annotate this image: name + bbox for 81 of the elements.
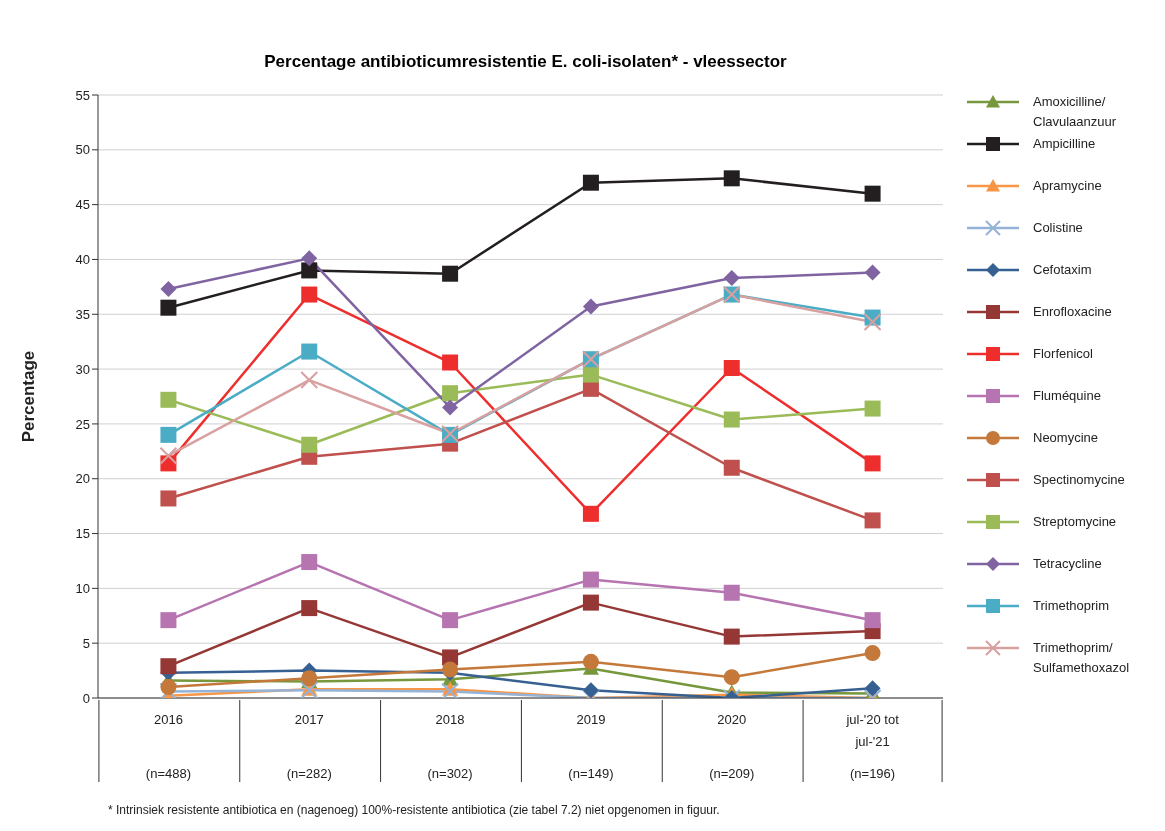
point [582, 682, 599, 698]
y-tick-label: 50 [75, 142, 90, 158]
category-label: jul-'20 tot jul-'21 (n=196) [846, 712, 899, 781]
point [301, 343, 318, 360]
point [723, 669, 740, 686]
legend-label: Tetracycline [1033, 555, 1102, 573]
y-axis-title: Percentage [19, 350, 39, 443]
point [300, 371, 319, 390]
category-label: 2020 (n=209) [709, 712, 755, 781]
point [864, 400, 881, 417]
point [301, 286, 318, 303]
y-tick-label: 35 [75, 306, 90, 322]
point [160, 281, 177, 298]
point [864, 612, 881, 629]
legend-label: Enrofloxacine [1033, 303, 1112, 321]
y-tick-label: 55 [75, 87, 90, 103]
point [301, 262, 318, 279]
point [301, 600, 318, 617]
point [864, 512, 881, 529]
y-tick-label: 10 [75, 580, 90, 596]
y-tick-label: 25 [75, 416, 90, 432]
point [160, 490, 177, 507]
legend-label: Spectinomycine [1033, 471, 1125, 489]
point [301, 554, 318, 571]
point [442, 612, 459, 629]
point [301, 250, 318, 267]
point [864, 185, 881, 202]
point [864, 264, 881, 281]
point [723, 360, 740, 376]
category-label: 2016 (n=488) [145, 712, 191, 781]
point [723, 170, 740, 187]
category-label: 2018 (n=302) [427, 712, 473, 781]
y-tick-label: 15 [75, 526, 90, 542]
point [582, 298, 599, 315]
point [160, 658, 177, 675]
legend-label: Fluméquine [1033, 387, 1101, 405]
point [582, 505, 599, 522]
legend-label: Trimethoprim [1033, 597, 1110, 615]
y-tick-label: 20 [75, 471, 90, 487]
category-label: 2017 (n=282) [286, 712, 332, 781]
point [442, 354, 459, 371]
point [863, 312, 882, 331]
point [582, 571, 599, 588]
point [864, 680, 881, 697]
legend-label: Cefotaxim [1033, 261, 1092, 279]
legend-label: Amoxicilline/Clavulaanzuur [1033, 93, 1117, 131]
point [864, 455, 881, 472]
point [864, 645, 881, 662]
legend-label: Trimethoprim/Sulfamethoxazol [1033, 639, 1130, 677]
y-tick-label: 40 [75, 252, 90, 268]
point [442, 265, 459, 282]
point [723, 270, 740, 287]
legend-label: Neomycine [1033, 429, 1099, 447]
point [723, 628, 740, 645]
point [160, 299, 177, 316]
y-tick-label: 30 [75, 361, 90, 377]
point [301, 436, 318, 453]
point [582, 594, 599, 611]
y-tick-label: 0 [82, 690, 90, 706]
category-label: 2019 (n=149) [568, 712, 614, 781]
legend-label: Colistine [1033, 219, 1083, 237]
point [723, 459, 740, 476]
point [723, 411, 740, 428]
point [160, 391, 177, 408]
text: * Intrinsiek resistente antibiotica en (nagenoeg) 100%-resistente antibiotica (zie tabel 7.2) niet opgenomen in figuur. [108, 803, 720, 817]
point [442, 399, 459, 416]
legend-label: Apramycine [1033, 177, 1102, 195]
point [160, 612, 177, 629]
point [723, 584, 740, 601]
point [582, 366, 599, 383]
y-tick-label: 45 [75, 197, 90, 213]
legend-label: Streptomycine [1033, 513, 1117, 531]
legend-label: Ampicilline [1033, 135, 1096, 153]
chart-title: Percentage antibioticumresistentie E. coli-isolaten* - vleessector [263, 52, 788, 72]
point [442, 385, 459, 402]
point [160, 426, 177, 443]
point [159, 446, 178, 465]
point [582, 653, 599, 670]
y-tick-label: 5 [82, 635, 90, 651]
legend-label: Florfenicol [1033, 345, 1093, 363]
point [582, 174, 599, 191]
